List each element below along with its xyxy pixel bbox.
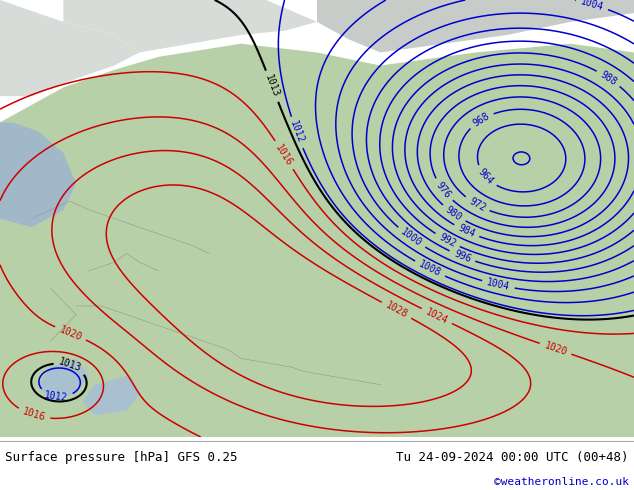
Text: 964: 964 bbox=[476, 167, 495, 187]
Polygon shape bbox=[63, 0, 317, 52]
Text: 968: 968 bbox=[471, 111, 491, 129]
Text: Surface pressure [hPa] GFS 0.25: Surface pressure [hPa] GFS 0.25 bbox=[5, 451, 238, 464]
Polygon shape bbox=[0, 0, 139, 96]
Text: 1000: 1000 bbox=[399, 227, 424, 249]
Text: 988: 988 bbox=[598, 69, 619, 87]
Polygon shape bbox=[82, 376, 139, 415]
Text: 1012: 1012 bbox=[288, 120, 306, 145]
Text: 992: 992 bbox=[437, 232, 458, 249]
Text: 1016: 1016 bbox=[21, 407, 47, 423]
Text: 996: 996 bbox=[452, 248, 472, 265]
Text: 1004: 1004 bbox=[486, 277, 511, 293]
Text: 1020: 1020 bbox=[58, 324, 83, 343]
Text: 1016: 1016 bbox=[274, 143, 295, 168]
Text: Tu 24-09-2024 00:00 UTC (00+48): Tu 24-09-2024 00:00 UTC (00+48) bbox=[396, 451, 629, 464]
Text: 1012: 1012 bbox=[44, 390, 68, 403]
Polygon shape bbox=[317, 0, 634, 52]
Text: 980: 980 bbox=[444, 204, 464, 223]
Polygon shape bbox=[0, 122, 76, 227]
Text: 1024: 1024 bbox=[424, 306, 450, 326]
Text: 972: 972 bbox=[467, 196, 488, 213]
Text: 1020: 1020 bbox=[543, 340, 568, 357]
Text: 1013: 1013 bbox=[263, 74, 281, 99]
Text: 1028: 1028 bbox=[384, 300, 409, 320]
Text: 1004: 1004 bbox=[579, 0, 605, 13]
Text: 976: 976 bbox=[434, 180, 453, 200]
Text: 984: 984 bbox=[456, 223, 477, 240]
Polygon shape bbox=[0, 44, 634, 437]
Polygon shape bbox=[38, 358, 89, 402]
Text: 1008: 1008 bbox=[417, 259, 443, 279]
Text: ©weatheronline.co.uk: ©weatheronline.co.uk bbox=[494, 477, 629, 487]
Text: 1013: 1013 bbox=[58, 357, 83, 374]
